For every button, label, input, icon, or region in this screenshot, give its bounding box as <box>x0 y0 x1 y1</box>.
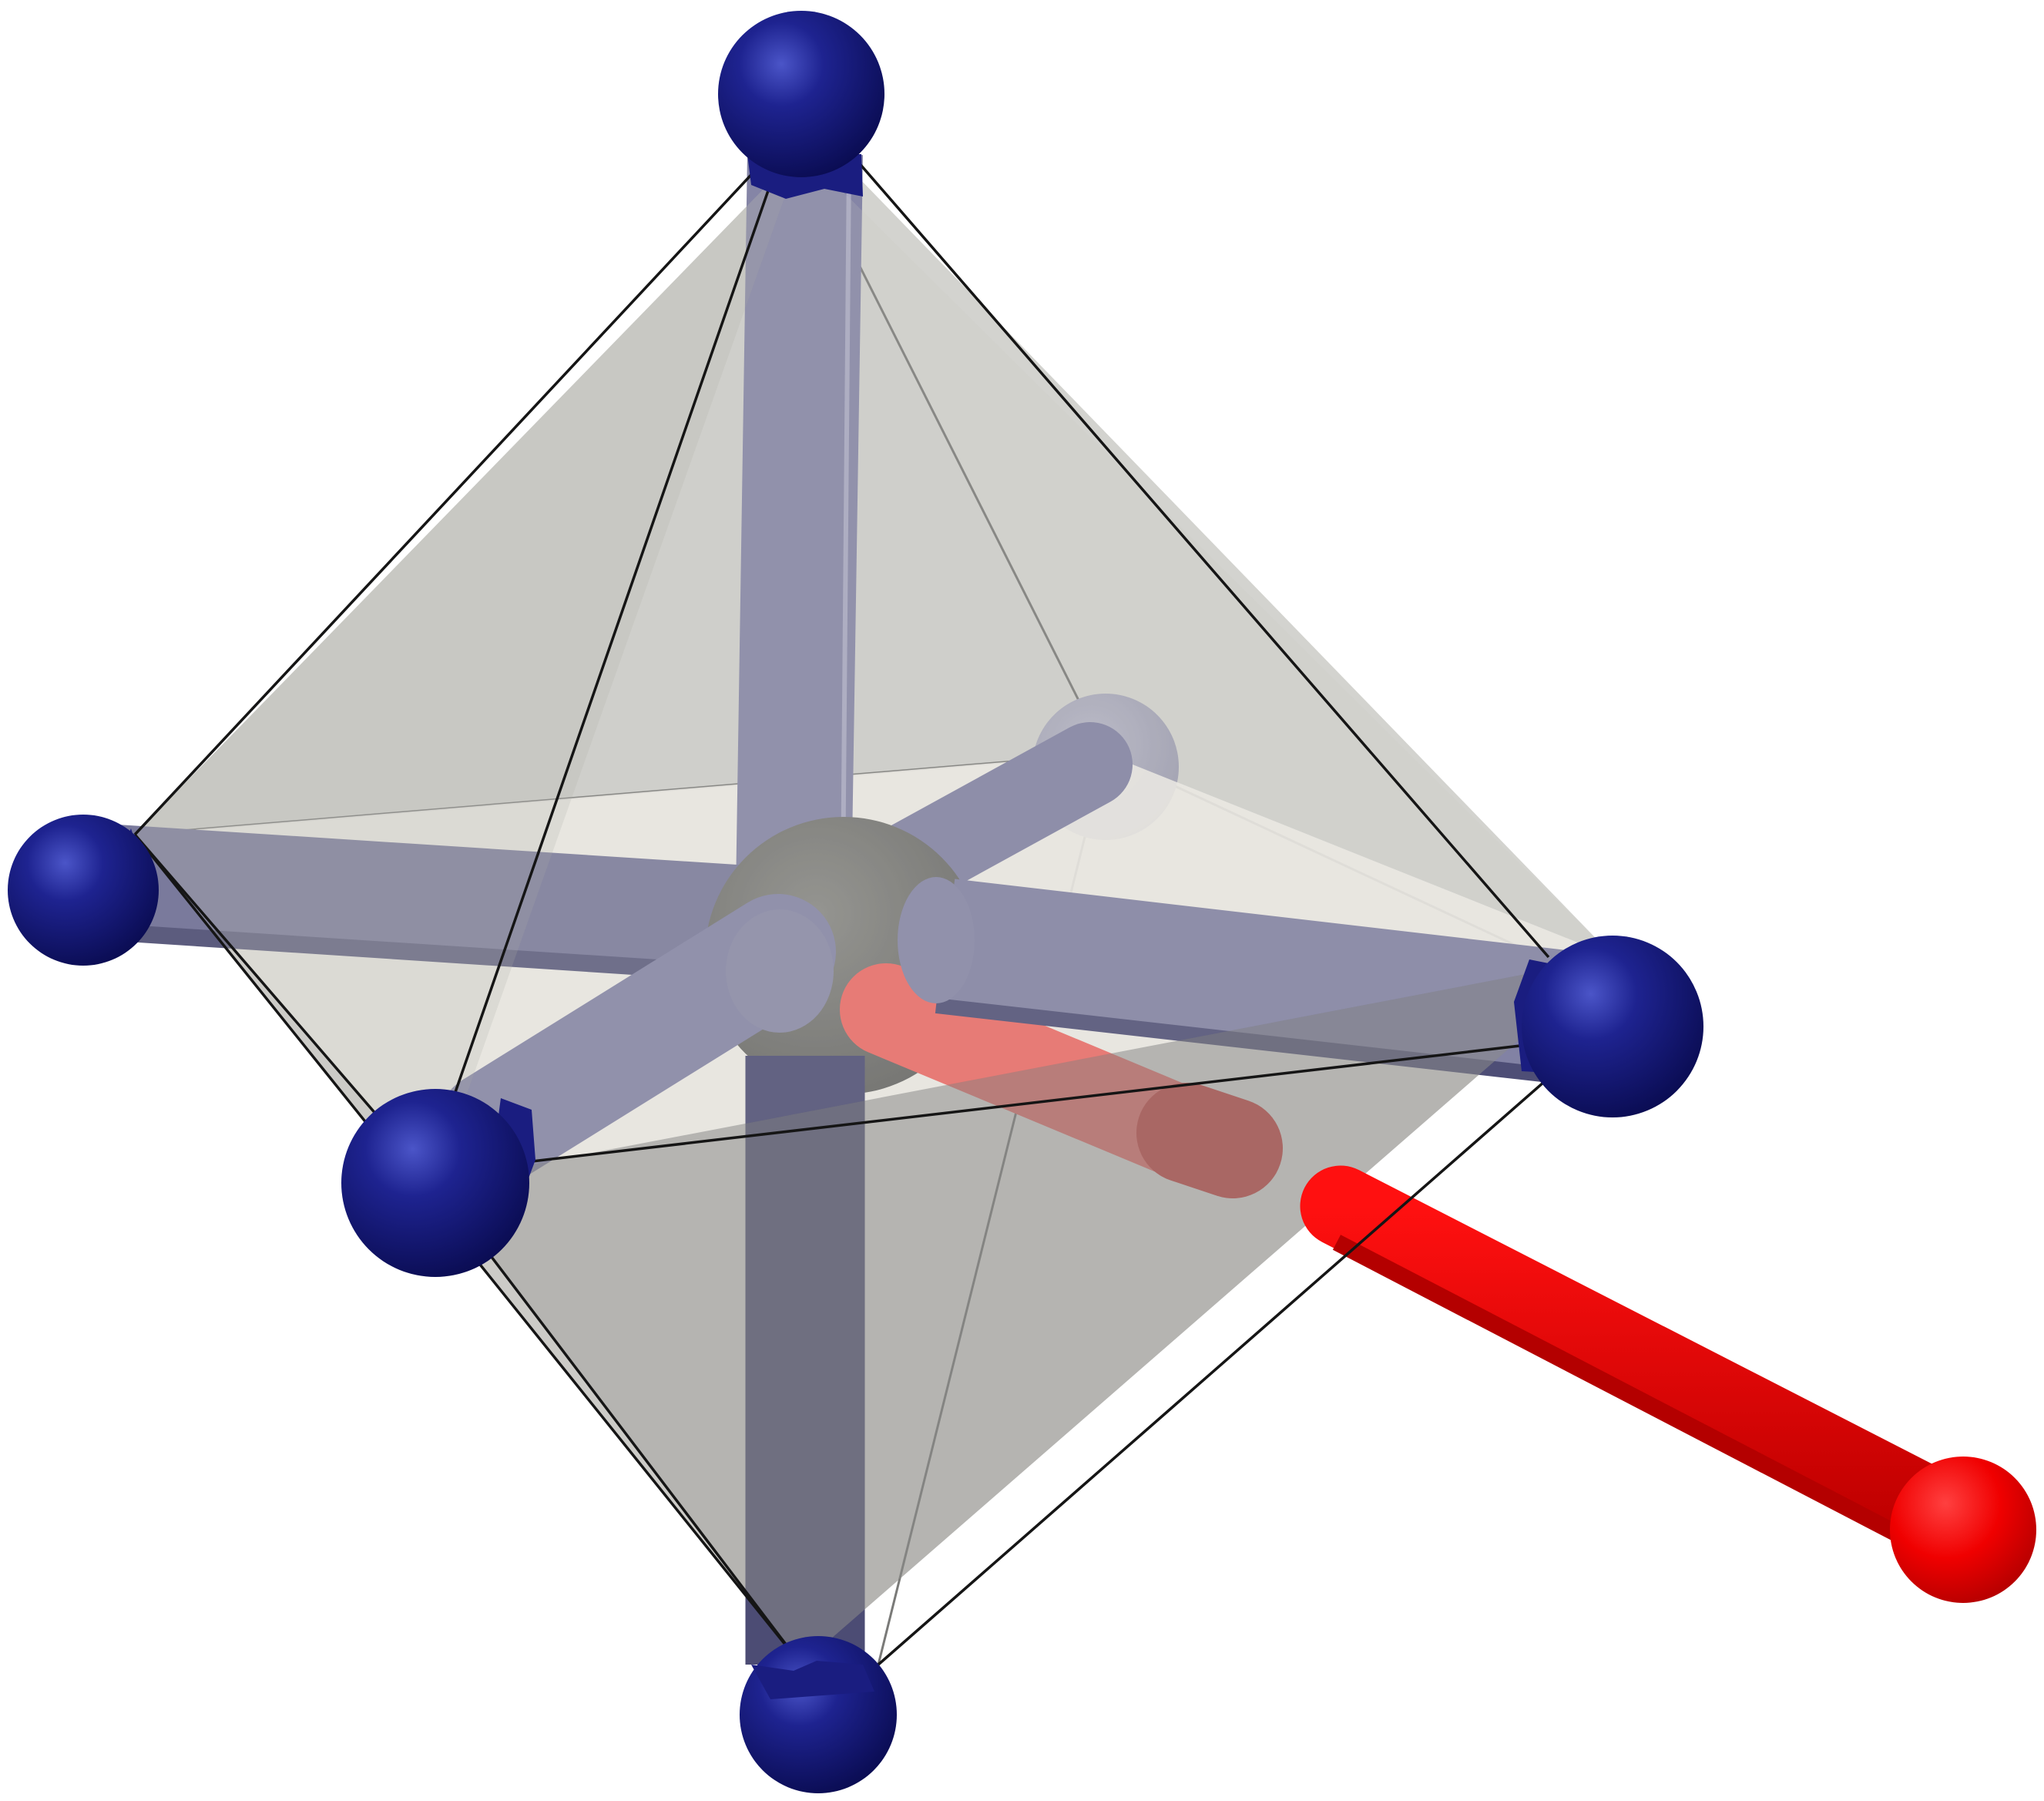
polyhedron-front-faces <box>135 150 1614 1665</box>
external-atom-red <box>1890 1457 2036 1603</box>
external-bond-outer <box>1337 1206 1949 1553</box>
ligand-atom-bottom <box>740 1636 897 1793</box>
ligand-atom-top <box>718 11 884 177</box>
ligand-atom-right <box>1522 936 1703 1117</box>
ligand-atom-front <box>341 1089 529 1277</box>
ligand-atom-left <box>8 815 159 966</box>
